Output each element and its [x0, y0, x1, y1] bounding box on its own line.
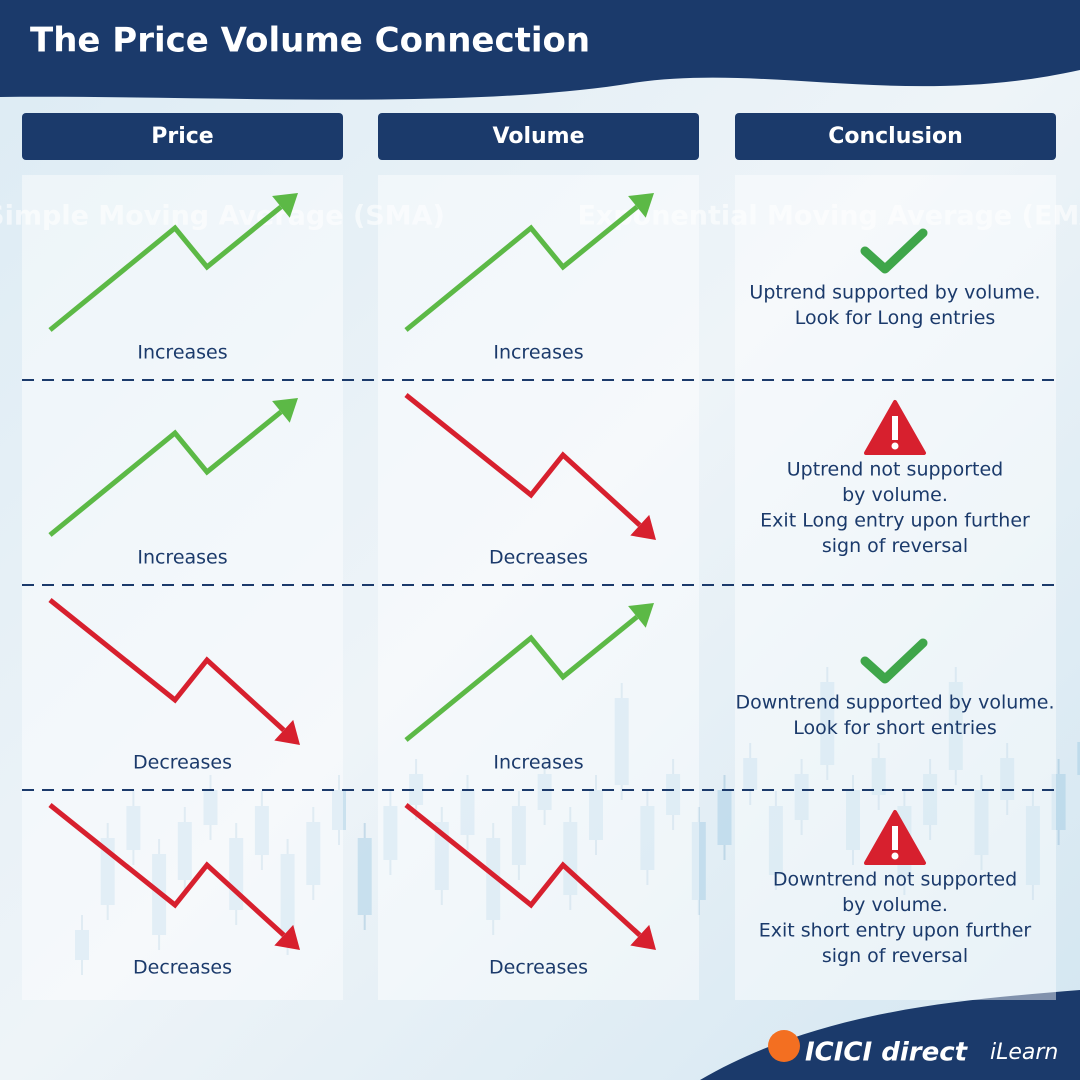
conclusion-line: Exit Long entry upon further — [760, 510, 1030, 532]
conclusion-line: sign of reversal — [822, 535, 968, 557]
volume-label: Decreases — [489, 547, 588, 569]
candle-body — [383, 806, 398, 860]
conclusion-line: Uptrend not supported — [787, 459, 1004, 481]
conclusion-line: Uptrend supported by volume. — [749, 282, 1040, 304]
warning-dot — [891, 852, 899, 860]
candle-body — [614, 698, 629, 785]
conclusion-line: Downtrend supported by volume. — [735, 692, 1054, 714]
conclusion-line: Look for Long entries — [795, 307, 996, 329]
warning-mark — [892, 416, 898, 440]
column-panel — [22, 175, 343, 1000]
candle-body — [768, 806, 783, 875]
candle-body — [666, 774, 681, 815]
candle-body — [75, 930, 89, 960]
trend-arrow-line — [404, 204, 639, 332]
candle-body — [486, 838, 501, 920]
candle-body — [640, 806, 655, 870]
candle-body — [948, 682, 963, 770]
conclusion-line: sign of reversal — [822, 945, 968, 967]
candle-body — [743, 758, 758, 790]
column-header — [378, 113, 699, 160]
conclusion-line: Look for short entries — [793, 717, 996, 739]
candle-body — [1025, 806, 1040, 885]
trend-arrow-line — [48, 598, 286, 733]
candle-body — [203, 790, 218, 825]
conclusion-line: Downtrend not supported — [773, 869, 1017, 891]
watermark: Simple Moving Average (SMA) — [0, 201, 445, 232]
candle-body — [1051, 774, 1066, 830]
trend-arrow-head — [628, 193, 654, 218]
conclusion-line: Exit short entry upon further — [759, 920, 1032, 942]
candle-body — [923, 774, 938, 825]
candle-body — [280, 854, 295, 940]
trend-arrow-head — [274, 924, 300, 950]
trend-arrow-head — [274, 719, 300, 745]
candle-body — [871, 758, 886, 795]
conclusion-line: by volume. — [842, 484, 948, 506]
warning-mark — [892, 826, 898, 850]
column-header-label: Volume — [493, 124, 585, 149]
candle-body — [332, 790, 346, 830]
candle-body — [409, 774, 424, 805]
header-band — [0, 0, 1080, 100]
conclusion-line: by volume. — [842, 894, 948, 916]
warning-dot — [891, 442, 899, 450]
volume-label: Increases — [493, 342, 583, 364]
trend-arrow-line — [48, 803, 286, 938]
trend-arrow-line — [48, 204, 283, 332]
candle-body — [537, 774, 552, 810]
column-header-label: Conclusion — [828, 124, 963, 149]
candle-body — [1077, 742, 1080, 775]
candle-body — [306, 822, 321, 885]
column-header — [735, 113, 1056, 160]
price-label: Increases — [137, 547, 227, 569]
candle-body — [511, 806, 526, 865]
logo-mark — [768, 1030, 800, 1062]
candlestick-decoration — [75, 667, 1080, 975]
candle-body — [717, 790, 732, 845]
column-panel — [378, 175, 699, 1000]
trend-arrow-line — [48, 409, 283, 537]
price-label: Decreases — [133, 752, 232, 774]
trend-arrow-head — [272, 398, 298, 423]
check-icon — [860, 228, 928, 274]
candle-body — [254, 806, 269, 855]
price-label: Increases — [137, 342, 227, 364]
title: The Price Volume Connection — [30, 21, 590, 61]
candle-body — [794, 774, 809, 820]
candle-body — [177, 822, 192, 880]
candle-body — [589, 790, 603, 840]
candle-body — [126, 806, 141, 850]
trend-arrow-line — [404, 393, 642, 528]
trend-arrow-head — [628, 603, 654, 628]
content: Price Volume Conclusion Simple Moving Avera… — [0, 113, 1080, 1068]
volume-label: Increases — [493, 752, 583, 774]
candle-body — [691, 822, 706, 900]
trend-arrow-head — [272, 193, 298, 218]
logo-product: iLearn — [990, 1040, 1058, 1065]
logo-brand: ICICI direct — [805, 1038, 969, 1068]
price-label: Decreases — [133, 957, 232, 979]
volume-label: Decreases — [489, 957, 588, 979]
candle-body — [820, 682, 835, 765]
candle-body — [974, 790, 989, 855]
column-header — [22, 113, 343, 160]
trend-arrow-head — [630, 514, 656, 540]
watermark: Exponential Moving Average (EMA) — [577, 201, 1080, 232]
candle-body — [357, 838, 372, 915]
column-header-label: Price — [151, 124, 213, 149]
trend-arrow-head — [630, 924, 656, 950]
trend-arrow-line — [404, 614, 639, 742]
candle-body — [460, 790, 475, 835]
check-icon — [860, 638, 928, 684]
candle-body — [846, 790, 860, 850]
trend-arrow-line — [404, 803, 642, 938]
